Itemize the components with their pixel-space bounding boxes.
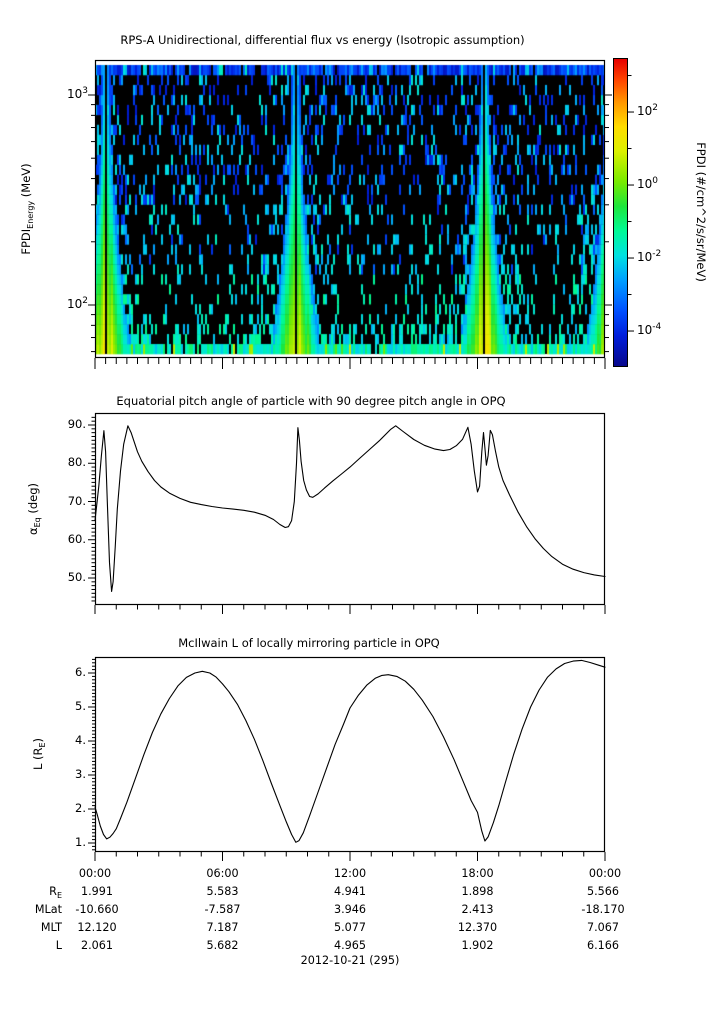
ephemeris-value: 5.566: [586, 885, 620, 898]
ephemeris-value: 1.902: [461, 939, 494, 952]
l-axis-label-main: L (R: [30, 747, 45, 771]
l-tick-label: 5.: [75, 699, 86, 713]
ephemeris-value: 12.120: [77, 921, 117, 934]
pitch-tick-label: 60.: [67, 531, 86, 546]
pitch-axis-label-sub: Eq: [33, 517, 43, 528]
ephemeris-row-label: MLat: [34, 903, 62, 916]
time-tick-label: 12:00: [333, 867, 367, 880]
pitch-tick-label: 50.: [67, 570, 86, 584]
time-tick-label: 06:00: [206, 867, 239, 880]
exponent: -2: [652, 249, 662, 260]
pitch-axis-label: αEq (deg): [26, 483, 42, 535]
colorbar-tick-label: 100: [637, 176, 659, 192]
l-axis-label-unit: ): [30, 737, 45, 743]
energy-tick-label: 102: [66, 296, 88, 311]
time-tick-label: 18:00: [461, 867, 494, 880]
l-tick-label: 4.: [75, 733, 86, 747]
pitch-panel-title: Equatorial pitch angle of particle with …: [116, 394, 506, 408]
ephemeris-value: -10.660: [75, 903, 119, 916]
pitch-tick-label: 80.: [67, 455, 86, 470]
ephemeris-value: 1.898: [461, 885, 494, 898]
colorbar-tick-label: 102: [637, 103, 659, 119]
l-tick-label: 2.: [75, 801, 86, 815]
ephemeris-value: 5.682: [206, 939, 239, 952]
colorbar-tick-label: 10-2: [637, 249, 662, 265]
energy-axis-label-main: FPDI: [18, 228, 33, 255]
exponent: 2: [652, 103, 659, 114]
ephemeris-value: 4.941: [333, 885, 367, 898]
ephemeris-row-label-sub: E: [56, 891, 62, 901]
colorbar-tick-label: 10-4: [637, 322, 662, 338]
pitch-tick-label: 70.: [67, 493, 86, 508]
exponent: 0: [652, 176, 659, 187]
colorbar: [613, 58, 628, 367]
exponent: -4: [652, 322, 662, 333]
exponent: 3: [82, 86, 88, 96]
l-tick-label: 1.: [75, 835, 86, 849]
l-panel-title: McIlwain L of locally mirroring particle…: [178, 636, 440, 650]
ephemeris-row-label: L: [55, 939, 62, 952]
exponent: 2: [82, 296, 88, 306]
ephemeris-value: 5.077: [333, 921, 367, 934]
pitch-tick-label: 90.: [67, 417, 86, 431]
ephemeris-row-label: RE: [49, 885, 62, 901]
energy-tick-label: 103: [66, 86, 88, 101]
l-tick-label: 3.: [75, 767, 86, 781]
time-tick-label: 00:00: [588, 867, 622, 880]
l-axis-label: L (RE): [31, 738, 47, 770]
energy-axis-label: FPDIEnergy (MeV): [19, 163, 35, 254]
ephemeris-value: 1.991: [80, 885, 114, 898]
ephemeris-value: 2.413: [461, 903, 494, 916]
ephemeris-value: -18.170: [581, 903, 625, 916]
ephemeris-value: 4.965: [333, 939, 367, 952]
date-label: 2012-10-21 (295): [300, 954, 400, 967]
ephemeris-value: 3.946: [333, 903, 367, 916]
energy-axis-label-unit: (MeV): [18, 163, 33, 201]
l-tick-label: 6.: [75, 665, 86, 679]
ephemeris-value: 2.061: [80, 939, 114, 952]
colorbar-axis-label: FPDI (#/cm^2/s/sr/MeV): [694, 142, 708, 282]
pitch-axis-label-main: α: [25, 527, 40, 536]
ephemeris-value: -7.587: [204, 903, 241, 916]
ephemeris-value: 7.187: [206, 921, 239, 934]
ephemeris-row-label: MLT: [40, 921, 62, 934]
ephemeris-value: 5.583: [206, 885, 239, 898]
ephemeris-value: 7.067: [586, 921, 620, 934]
energy-axis-label-sub: Energy: [26, 200, 36, 229]
spectrogram-heatmap: [95, 60, 605, 358]
ephemeris-value: 6.166: [586, 939, 620, 952]
time-tick-label: 00:00: [78, 867, 112, 880]
spectrogram-title: RPS-A Unidirectional, differential flux …: [120, 33, 525, 47]
pitch-axis-label-unit: (deg): [25, 482, 40, 518]
ephemeris-value: 12.370: [457, 921, 498, 934]
